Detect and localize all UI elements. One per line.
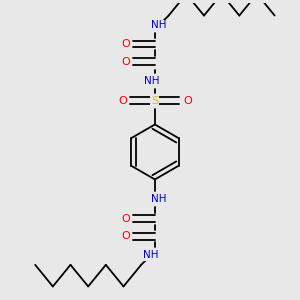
Text: NH: NH	[151, 20, 166, 30]
Text: O: O	[118, 96, 127, 106]
Text: S: S	[151, 96, 158, 106]
Text: O: O	[121, 39, 130, 49]
Text: O: O	[183, 96, 192, 106]
Text: O: O	[121, 57, 130, 67]
Text: NH: NH	[143, 250, 159, 260]
Text: NH: NH	[151, 194, 166, 204]
Text: O: O	[121, 231, 130, 242]
Text: O: O	[121, 214, 130, 224]
Text: NH: NH	[144, 76, 160, 86]
